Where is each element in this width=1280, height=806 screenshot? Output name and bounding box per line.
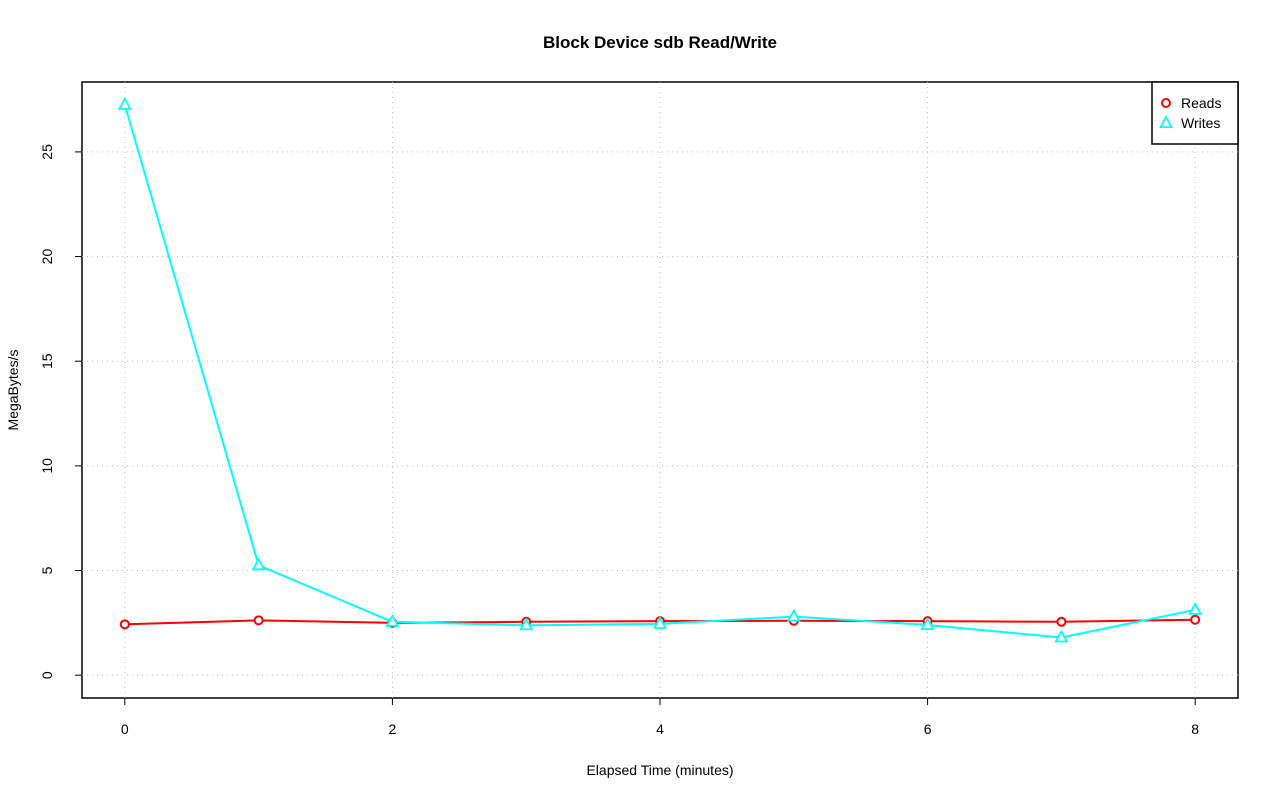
x-tick-label: 2	[389, 721, 397, 737]
marker	[1158, 115, 1174, 128]
y-tick-label: 20	[39, 249, 55, 265]
legend-label: Writes	[1181, 115, 1220, 131]
marker	[251, 557, 266, 571]
y-tick-label: 25	[39, 144, 55, 160]
legend-label: Reads	[1181, 95, 1221, 111]
y-tick-label: 5	[39, 566, 55, 574]
y-axis-label: MegaBytes/s	[5, 350, 21, 431]
marker	[1190, 614, 1201, 625]
x-tick-label: 6	[924, 721, 932, 737]
x-tick-label: 4	[656, 721, 664, 737]
y-tick-label: 10	[39, 458, 55, 474]
legend-box	[1151, 81, 1239, 145]
x-tick-label: 0	[121, 721, 129, 737]
marker	[1188, 602, 1203, 615]
marker	[253, 615, 264, 626]
marker	[117, 96, 132, 110]
marker	[1054, 629, 1069, 643]
plot-frame	[81, 81, 1239, 699]
marker	[119, 619, 130, 630]
y-tick-label: 0	[39, 671, 55, 679]
marker	[1056, 616, 1067, 627]
x-tick-label: 8	[1191, 721, 1199, 737]
y-tick-label: 15	[39, 353, 55, 369]
marker	[519, 617, 534, 631]
marker	[786, 608, 801, 622]
marker	[385, 613, 400, 627]
x-axis-label: Elapsed Time (minutes)	[586, 762, 733, 778]
chart-title: Block Device sdb Read/Write	[543, 33, 777, 52]
marker	[1161, 98, 1171, 108]
marker	[652, 616, 668, 629]
marker	[920, 617, 935, 630]
